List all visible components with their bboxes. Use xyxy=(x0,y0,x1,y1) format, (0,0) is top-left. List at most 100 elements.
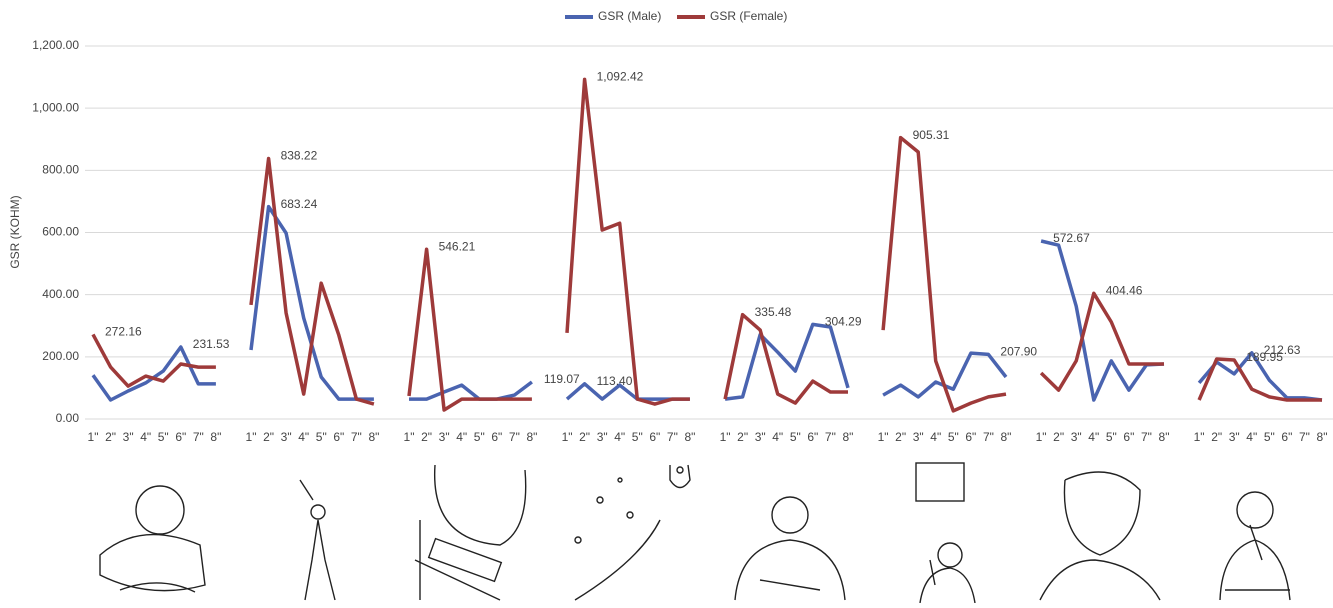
x-tick-label: 1" xyxy=(88,430,99,444)
sketch xyxy=(1039,471,1161,601)
x-tick-label: 5" xyxy=(1264,430,1275,444)
x-tick-label: 3" xyxy=(913,430,924,444)
y-tick-label: 800.00 xyxy=(42,163,79,177)
data-label: 189.95 xyxy=(1246,350,1283,364)
data-label: 212.63 xyxy=(1264,343,1301,357)
x-tick-label: 8" xyxy=(368,430,379,444)
x-tick-label: 7" xyxy=(667,430,678,444)
x-tick-label: 6" xyxy=(807,430,818,444)
y-tick-label: 400.00 xyxy=(42,287,79,301)
x-tick-label: 5" xyxy=(790,430,801,444)
sketch xyxy=(414,464,527,601)
x-tick-label: 8" xyxy=(842,430,853,444)
x-tick-label: 6" xyxy=(965,430,976,444)
y-tick-label: 600.00 xyxy=(42,225,79,239)
x-tick-label: 3" xyxy=(123,430,134,444)
x-tick-label: 1" xyxy=(1036,430,1047,444)
sketch xyxy=(734,496,846,601)
x-tick-label: 8" xyxy=(1317,430,1328,444)
sketch xyxy=(299,479,336,601)
data-label: 231.53 xyxy=(193,337,230,351)
x-tick-label: 2" xyxy=(421,430,432,444)
sketch xyxy=(99,485,206,593)
x-tick-label: 7" xyxy=(1141,430,1152,444)
y-tick-label: 1,200.00 xyxy=(32,38,79,52)
data-label: 546.21 xyxy=(439,239,476,253)
x-tick-label: 4" xyxy=(456,430,467,444)
x-tick-label: 8" xyxy=(684,430,695,444)
x-tick-label: 3" xyxy=(755,430,766,444)
data-label: 905.31 xyxy=(913,128,950,142)
x-tick-label: 7" xyxy=(193,430,204,444)
x-tick-label: 7" xyxy=(1299,430,1310,444)
x-tick-label: 8" xyxy=(1001,430,1012,444)
x-tick-label: 4" xyxy=(772,430,783,444)
x-tick-label: 2" xyxy=(737,430,748,444)
x-tick-label: 7" xyxy=(825,430,836,444)
x-tick-label: 1" xyxy=(562,430,573,444)
x-tick-label: 4" xyxy=(1088,430,1099,444)
y-axis-title: GSR (KOHM) xyxy=(8,195,22,268)
x-tick-label: 5" xyxy=(1106,430,1117,444)
series-line xyxy=(91,77,1322,413)
y-tick-label: 200.00 xyxy=(42,349,79,363)
sketches xyxy=(99,462,1291,604)
x-tick-label: 6" xyxy=(491,430,502,444)
legend-label: GSR (Female) xyxy=(710,9,787,23)
x-tick-label: 1" xyxy=(246,430,257,444)
x-tick-label: 2" xyxy=(105,430,116,444)
x-tick-label: 8" xyxy=(210,430,221,444)
x-tick-label: 7" xyxy=(983,430,994,444)
data-label: 683.24 xyxy=(281,197,318,211)
data-label: 1,092.42 xyxy=(597,70,644,84)
x-tick-label: 3" xyxy=(1229,430,1240,444)
legend-label: GSR (Male) xyxy=(598,9,661,23)
x-tick-label: 6" xyxy=(1281,430,1292,444)
x-tick-label: 2" xyxy=(895,430,906,444)
data-label: 304.29 xyxy=(825,315,862,329)
x-tick-label: 4" xyxy=(298,430,309,444)
data-label: 272.16 xyxy=(105,325,142,339)
x-tick-label: 4" xyxy=(140,430,151,444)
x-tick-label: 3" xyxy=(439,430,450,444)
sketch xyxy=(574,464,691,601)
x-tick-label: 5" xyxy=(632,430,643,444)
x-tick-label: 7" xyxy=(351,430,362,444)
x-tick-label: 2" xyxy=(1211,430,1222,444)
x-tick-label: 5" xyxy=(474,430,485,444)
x-tick-label: 3" xyxy=(281,430,292,444)
x-tick-label: 6" xyxy=(649,430,660,444)
x-tick-label: 6" xyxy=(1123,430,1134,444)
data-label: 572.67 xyxy=(1053,231,1090,245)
x-tick-label: 3" xyxy=(597,430,608,444)
sketch xyxy=(915,462,976,604)
x-tick-label: 5" xyxy=(316,430,327,444)
x-tick-label: 5" xyxy=(158,430,169,444)
data-label: 119.07 xyxy=(544,372,580,386)
x-tick-label: 5" xyxy=(948,430,959,444)
x-tick-label: 4" xyxy=(614,430,625,444)
x-tick-label: 4" xyxy=(930,430,941,444)
x-tick-label: 7" xyxy=(509,430,520,444)
sketch xyxy=(1219,491,1291,601)
x-tick-label: 1" xyxy=(878,430,889,444)
x-tick-label: 8" xyxy=(526,430,537,444)
y-tick-label: 0.00 xyxy=(56,411,80,425)
x-tick-label: 6" xyxy=(175,430,186,444)
data-label: 207.90 xyxy=(1000,345,1037,359)
y-tick-label: 1,000.00 xyxy=(32,100,79,114)
x-tick-label: 2" xyxy=(263,430,274,444)
x-tick-label: 1" xyxy=(720,430,731,444)
x-tick-label: 1" xyxy=(1194,430,1205,444)
x-tick-label: 2" xyxy=(1053,430,1064,444)
data-label: 404.46 xyxy=(1106,283,1143,297)
data-label: 113.40 xyxy=(597,374,633,388)
x-tick-label: 4" xyxy=(1246,430,1257,444)
x-tick-label: 3" xyxy=(1071,430,1082,444)
x-tick-label: 8" xyxy=(1159,430,1170,444)
data-label: 335.48 xyxy=(755,305,792,319)
x-tick-label: 1" xyxy=(404,430,415,444)
x-tick-label: 2" xyxy=(579,430,590,444)
data-label: 838.22 xyxy=(281,149,318,163)
